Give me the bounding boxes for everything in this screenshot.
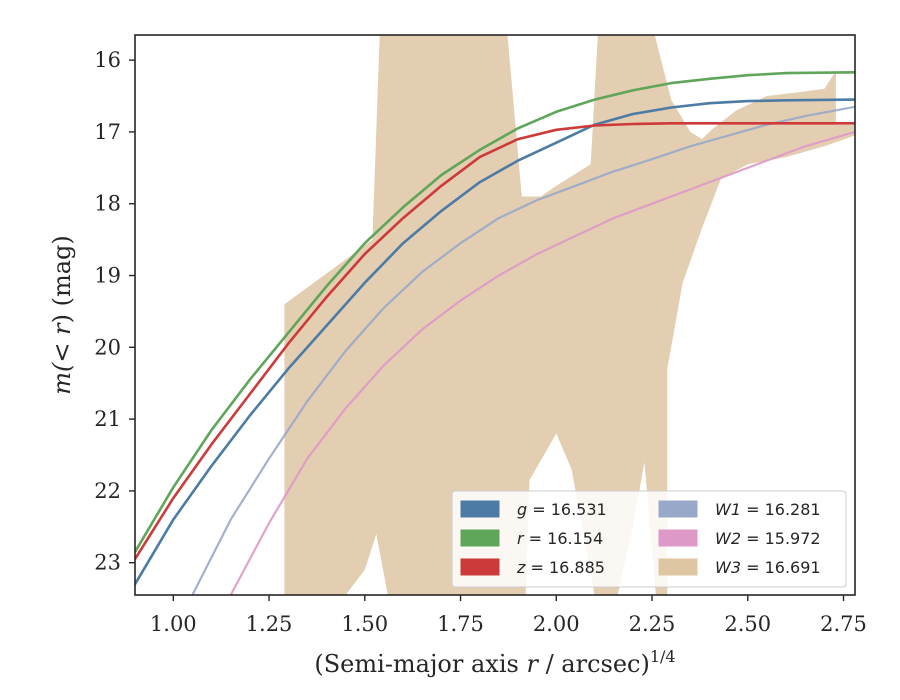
y-tick-label: 20 (94, 335, 121, 359)
series-line-r (135, 71, 855, 554)
legend-entry-w1: W1 = 16.281 (658, 500, 821, 519)
x-tick-label: 2.75 (820, 612, 867, 636)
legend-swatch (658, 558, 698, 576)
x-axis-label-main: (Semi-major axis (314, 650, 518, 678)
legend-label: W3 = 16.691 (715, 558, 821, 577)
x-tick-label: 2.25 (629, 612, 676, 636)
legend-entry-z: z = 16.885 (460, 558, 605, 577)
band-layer (284, 35, 855, 595)
legend-label: r = 16.154 (517, 529, 603, 548)
legend-label: z = 16.885 (516, 558, 605, 577)
y-axis-label-var: < r (48, 322, 76, 363)
series-layer (135, 71, 855, 595)
y-tick-label: 17 (94, 120, 121, 144)
x-tick-label: 1.50 (341, 612, 388, 636)
x-axis-label-exponent: 1/4 (650, 647, 676, 666)
legend-box (451, 490, 847, 588)
x-axis-label-unit: / arcsec) (546, 650, 650, 678)
series-line-g (135, 98, 855, 586)
legend: g = 16.531 r = 16.154 z = 16.885 W1 = 16.28… (451, 490, 847, 588)
legend-entry-g: g = 16.531 (460, 500, 607, 519)
x-tick-label: 1.25 (246, 612, 293, 636)
y-axis-label-prefix: m( (48, 362, 76, 395)
y-axis-label: m(< r) (mag) (48, 235, 76, 395)
x-axis-ticks: 1.00 1.25 1.50 1.75 2.00 2.25 2.50 2.75 (150, 595, 867, 636)
legend-swatch (658, 500, 698, 518)
y-tick-label: 23 (94, 551, 121, 575)
series-line-w2 (229, 130, 855, 595)
y-tick-label: 16 (94, 48, 121, 72)
w3-band (284, 35, 855, 595)
y-tick-label: 19 (94, 264, 121, 288)
x-axis-label: (Semi-major axis r / arcsec)1/4 (314, 647, 675, 678)
legend-swatch (460, 529, 500, 547)
legend-label: g = 16.531 (517, 500, 607, 519)
legend-entry-w3: W3 = 16.691 (658, 558, 821, 577)
y-tick-label: 22 (94, 479, 121, 503)
series-line-z (135, 122, 855, 561)
plot-frame (134, 34, 856, 596)
y-axis-label-suffix: ) (mag) (48, 235, 76, 323)
y-tick-label: 21 (94, 407, 121, 431)
legend-swatch (658, 529, 698, 547)
legend-label: W2 = 15.972 (715, 529, 821, 548)
x-axis-label-var: r (526, 650, 539, 678)
legend-entry-w2: W2 = 15.972 (658, 529, 821, 548)
legend-label: W1 = 16.281 (715, 500, 821, 519)
y-axis-ticks: 16 17 18 19 20 21 22 23 (94, 48, 135, 575)
x-tick-label: 2.00 (533, 612, 580, 636)
y-tick-label: 18 (94, 192, 121, 216)
x-tick-label: 1.75 (437, 612, 484, 636)
plot-area (135, 35, 855, 595)
legend-entry-r: r = 16.154 (460, 529, 603, 548)
legend-swatch (460, 558, 500, 576)
series-line-w1 (191, 105, 855, 595)
x-tick-label: 1.00 (150, 612, 197, 636)
legend-swatch (460, 500, 500, 518)
x-tick-label: 2.50 (724, 612, 771, 636)
